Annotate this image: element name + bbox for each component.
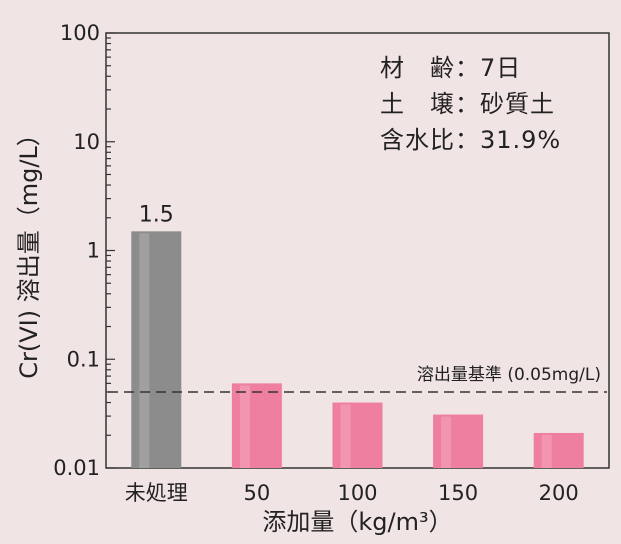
x-tick-label: 200 <box>539 481 579 505</box>
y-tick-label: 0.01 <box>53 456 100 480</box>
y-tick-labels: 0.01 0.1 1 10 100 <box>53 21 100 480</box>
info-age: 材 齢：7日 <box>380 54 522 82</box>
bar-highlight <box>441 416 452 468</box>
bar-treated <box>433 414 484 468</box>
y-axis-title: Cr(VI) 溶出量（mg/L） <box>15 122 43 379</box>
threshold-label: 溶出量基準 (0.05mg/L) <box>417 365 601 385</box>
data-labels: 1.5 <box>139 202 174 227</box>
bars <box>131 231 584 468</box>
y-tick-label: 10 <box>73 130 100 154</box>
bar-highlight <box>541 434 552 468</box>
y-tick-label: 1 <box>87 239 100 263</box>
bar-highlight <box>239 385 250 468</box>
x-tick-labels: 未処理 50 100 150 200 <box>125 481 579 505</box>
bar-treated <box>332 402 383 468</box>
x-tick-label: 50 <box>244 481 271 505</box>
info-soil: 土 壌：砂質土 <box>380 90 555 118</box>
bar-untreated <box>131 231 182 468</box>
y-tick-label: 100 <box>60 21 100 45</box>
x-axis-title: 添加量（kg/m³） <box>262 508 452 536</box>
tick-marks <box>106 32 115 469</box>
bar-treated <box>533 432 584 468</box>
bar-highlight <box>139 233 150 468</box>
bar-treated <box>231 383 282 468</box>
bar-highlight <box>340 404 351 468</box>
x-tick-label: 100 <box>337 481 377 505</box>
data-label: 1.5 <box>139 202 174 227</box>
plot-area <box>105 32 610 469</box>
x-tick-label: 未処理 <box>125 481 188 505</box>
x-tick-label: 150 <box>438 481 478 505</box>
info-water-content: 含水比：31.9% <box>380 126 562 154</box>
y-tick-label: 0.1 <box>67 347 100 371</box>
